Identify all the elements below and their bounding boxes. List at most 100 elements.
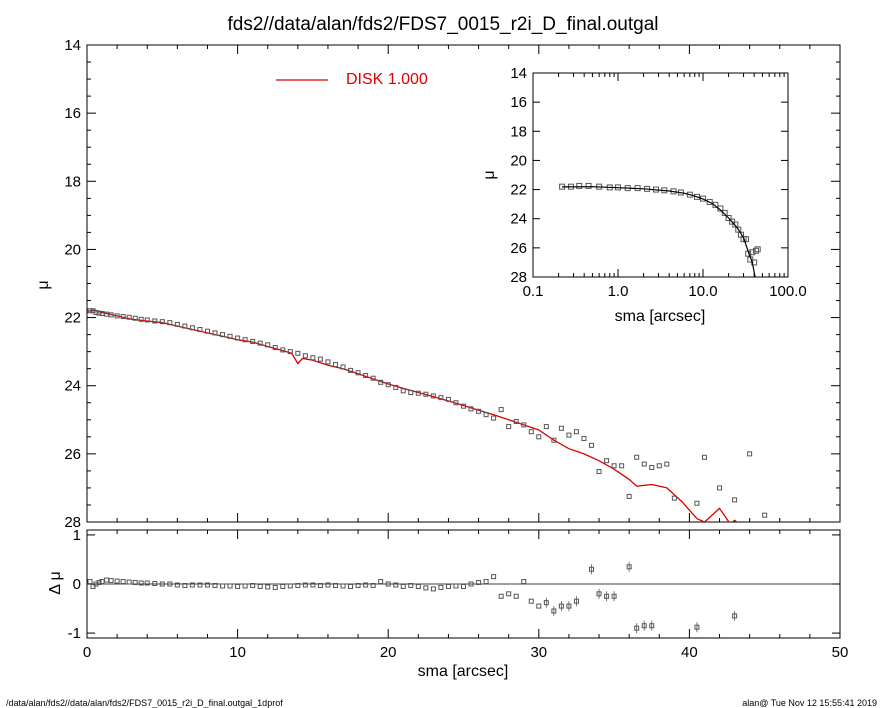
residual-data-point xyxy=(167,581,173,587)
residual-data-point xyxy=(280,583,286,589)
residual-data-point xyxy=(491,574,497,580)
residual-data-point xyxy=(634,625,640,631)
main-data-point xyxy=(108,312,114,318)
inset-y-tick-label: 24 xyxy=(510,211,527,228)
main-data-point xyxy=(99,310,105,316)
residual-data-point xyxy=(212,582,218,588)
main-data-point xyxy=(626,493,632,499)
main-data-point xyxy=(701,454,707,460)
main-data-point xyxy=(355,370,361,376)
residual-y-axis-label: Δ μ xyxy=(47,571,64,594)
main-data-point xyxy=(378,379,384,385)
main-data-point xyxy=(461,403,466,409)
residual-data-point xyxy=(126,579,132,585)
main-marks-clipped xyxy=(87,308,768,522)
main-y-axis-label: μ xyxy=(35,280,52,289)
residual-data-point xyxy=(108,578,114,584)
main-data-point xyxy=(204,328,210,334)
residual-data-point xyxy=(287,583,293,589)
residual-ticks: 10-10 10 20 30 40 50 xyxy=(68,527,849,661)
inset-data-point xyxy=(752,247,759,254)
residual-data-point xyxy=(649,623,655,629)
main-data-point xyxy=(167,320,173,326)
residual-data-point xyxy=(551,608,557,614)
residual-data-point xyxy=(174,582,180,588)
inset-data-point xyxy=(576,182,583,189)
main-y-tick-label: 18 xyxy=(64,173,81,190)
main-data-point xyxy=(385,382,391,388)
residual-data-point xyxy=(566,603,572,609)
inset-y-tick-label: 20 xyxy=(510,152,527,169)
residual-data-point xyxy=(445,583,451,589)
residual-data-point xyxy=(250,582,256,588)
main-data-point xyxy=(370,375,376,381)
main-data-point xyxy=(747,451,753,457)
main-data-point xyxy=(762,512,768,518)
residual-data-point xyxy=(317,582,323,588)
residual-data-point xyxy=(272,584,278,590)
residual-data-point xyxy=(611,593,617,599)
main-data-point xyxy=(551,437,557,443)
main-y-ticks: 14 16 18 20 22 24 26 28 xyxy=(64,37,841,531)
main-data-point xyxy=(287,349,293,355)
main-data-point xyxy=(393,384,399,390)
main-data-point xyxy=(340,364,346,370)
residual-data-point xyxy=(604,593,610,599)
residual-data-point xyxy=(408,582,414,588)
residual-data-point xyxy=(415,583,421,589)
main-data-point xyxy=(272,345,278,351)
residual-data-point xyxy=(461,583,466,589)
residual-data-point xyxy=(348,583,354,589)
residual-data-point xyxy=(340,583,346,589)
residual-data-point xyxy=(363,582,369,588)
main-data-point xyxy=(596,469,602,475)
residual-data-point xyxy=(93,581,99,587)
main-data-point xyxy=(438,395,444,401)
residual-data-point xyxy=(99,579,105,585)
main-data-point xyxy=(732,497,738,503)
residual-data-point xyxy=(265,584,271,590)
main-panel: 14 16 18 20 22 24 26 28 μ DISK 1.000 xyxy=(35,37,841,531)
main-data-point xyxy=(212,330,218,336)
main-data-point xyxy=(317,356,323,362)
main-data-point xyxy=(93,309,99,315)
inset-y-tick-label: 16 xyxy=(510,94,527,111)
inset-marks-clipped xyxy=(559,182,761,277)
main-data-point xyxy=(491,415,497,421)
main-data-point xyxy=(242,337,248,343)
main-data-point xyxy=(144,317,150,323)
main-data-point xyxy=(649,464,655,470)
main-data-point xyxy=(423,391,429,397)
main-data-point xyxy=(581,436,587,442)
inset-data-point xyxy=(706,198,713,205)
main-data-point xyxy=(126,314,132,320)
residual-data-point xyxy=(536,603,542,609)
main-data-point xyxy=(656,463,662,469)
residual-data-point xyxy=(483,579,489,585)
main-data-point xyxy=(573,429,579,435)
main-data-point xyxy=(694,500,700,506)
inset-y-tick-label: 18 xyxy=(510,123,527,140)
inset-data-point xyxy=(754,246,761,253)
main-data-point xyxy=(476,408,482,414)
main-data-point xyxy=(566,432,572,438)
residual-data-point xyxy=(694,624,700,630)
inset-x-tick-label: 0.1 xyxy=(523,283,544,300)
residual-data-point xyxy=(393,582,399,588)
residual-data-point xyxy=(197,582,203,588)
residual-data-point xyxy=(227,583,233,589)
residual-y-tick-label: 1 xyxy=(73,527,81,544)
residual-data-point xyxy=(430,586,436,592)
residual-data-point xyxy=(400,583,406,589)
main-data-point xyxy=(132,315,138,321)
main-data-point xyxy=(138,316,144,322)
main-data-point xyxy=(250,338,256,344)
inset-x-tick-label: 1.0 xyxy=(608,283,629,300)
main-y-tick-label: 16 xyxy=(64,105,81,122)
residual-data-point xyxy=(332,582,338,588)
residual-data-point xyxy=(138,580,144,586)
residual-data-point xyxy=(182,582,188,588)
main-model-line xyxy=(87,309,738,522)
main-data-point xyxy=(558,425,564,431)
